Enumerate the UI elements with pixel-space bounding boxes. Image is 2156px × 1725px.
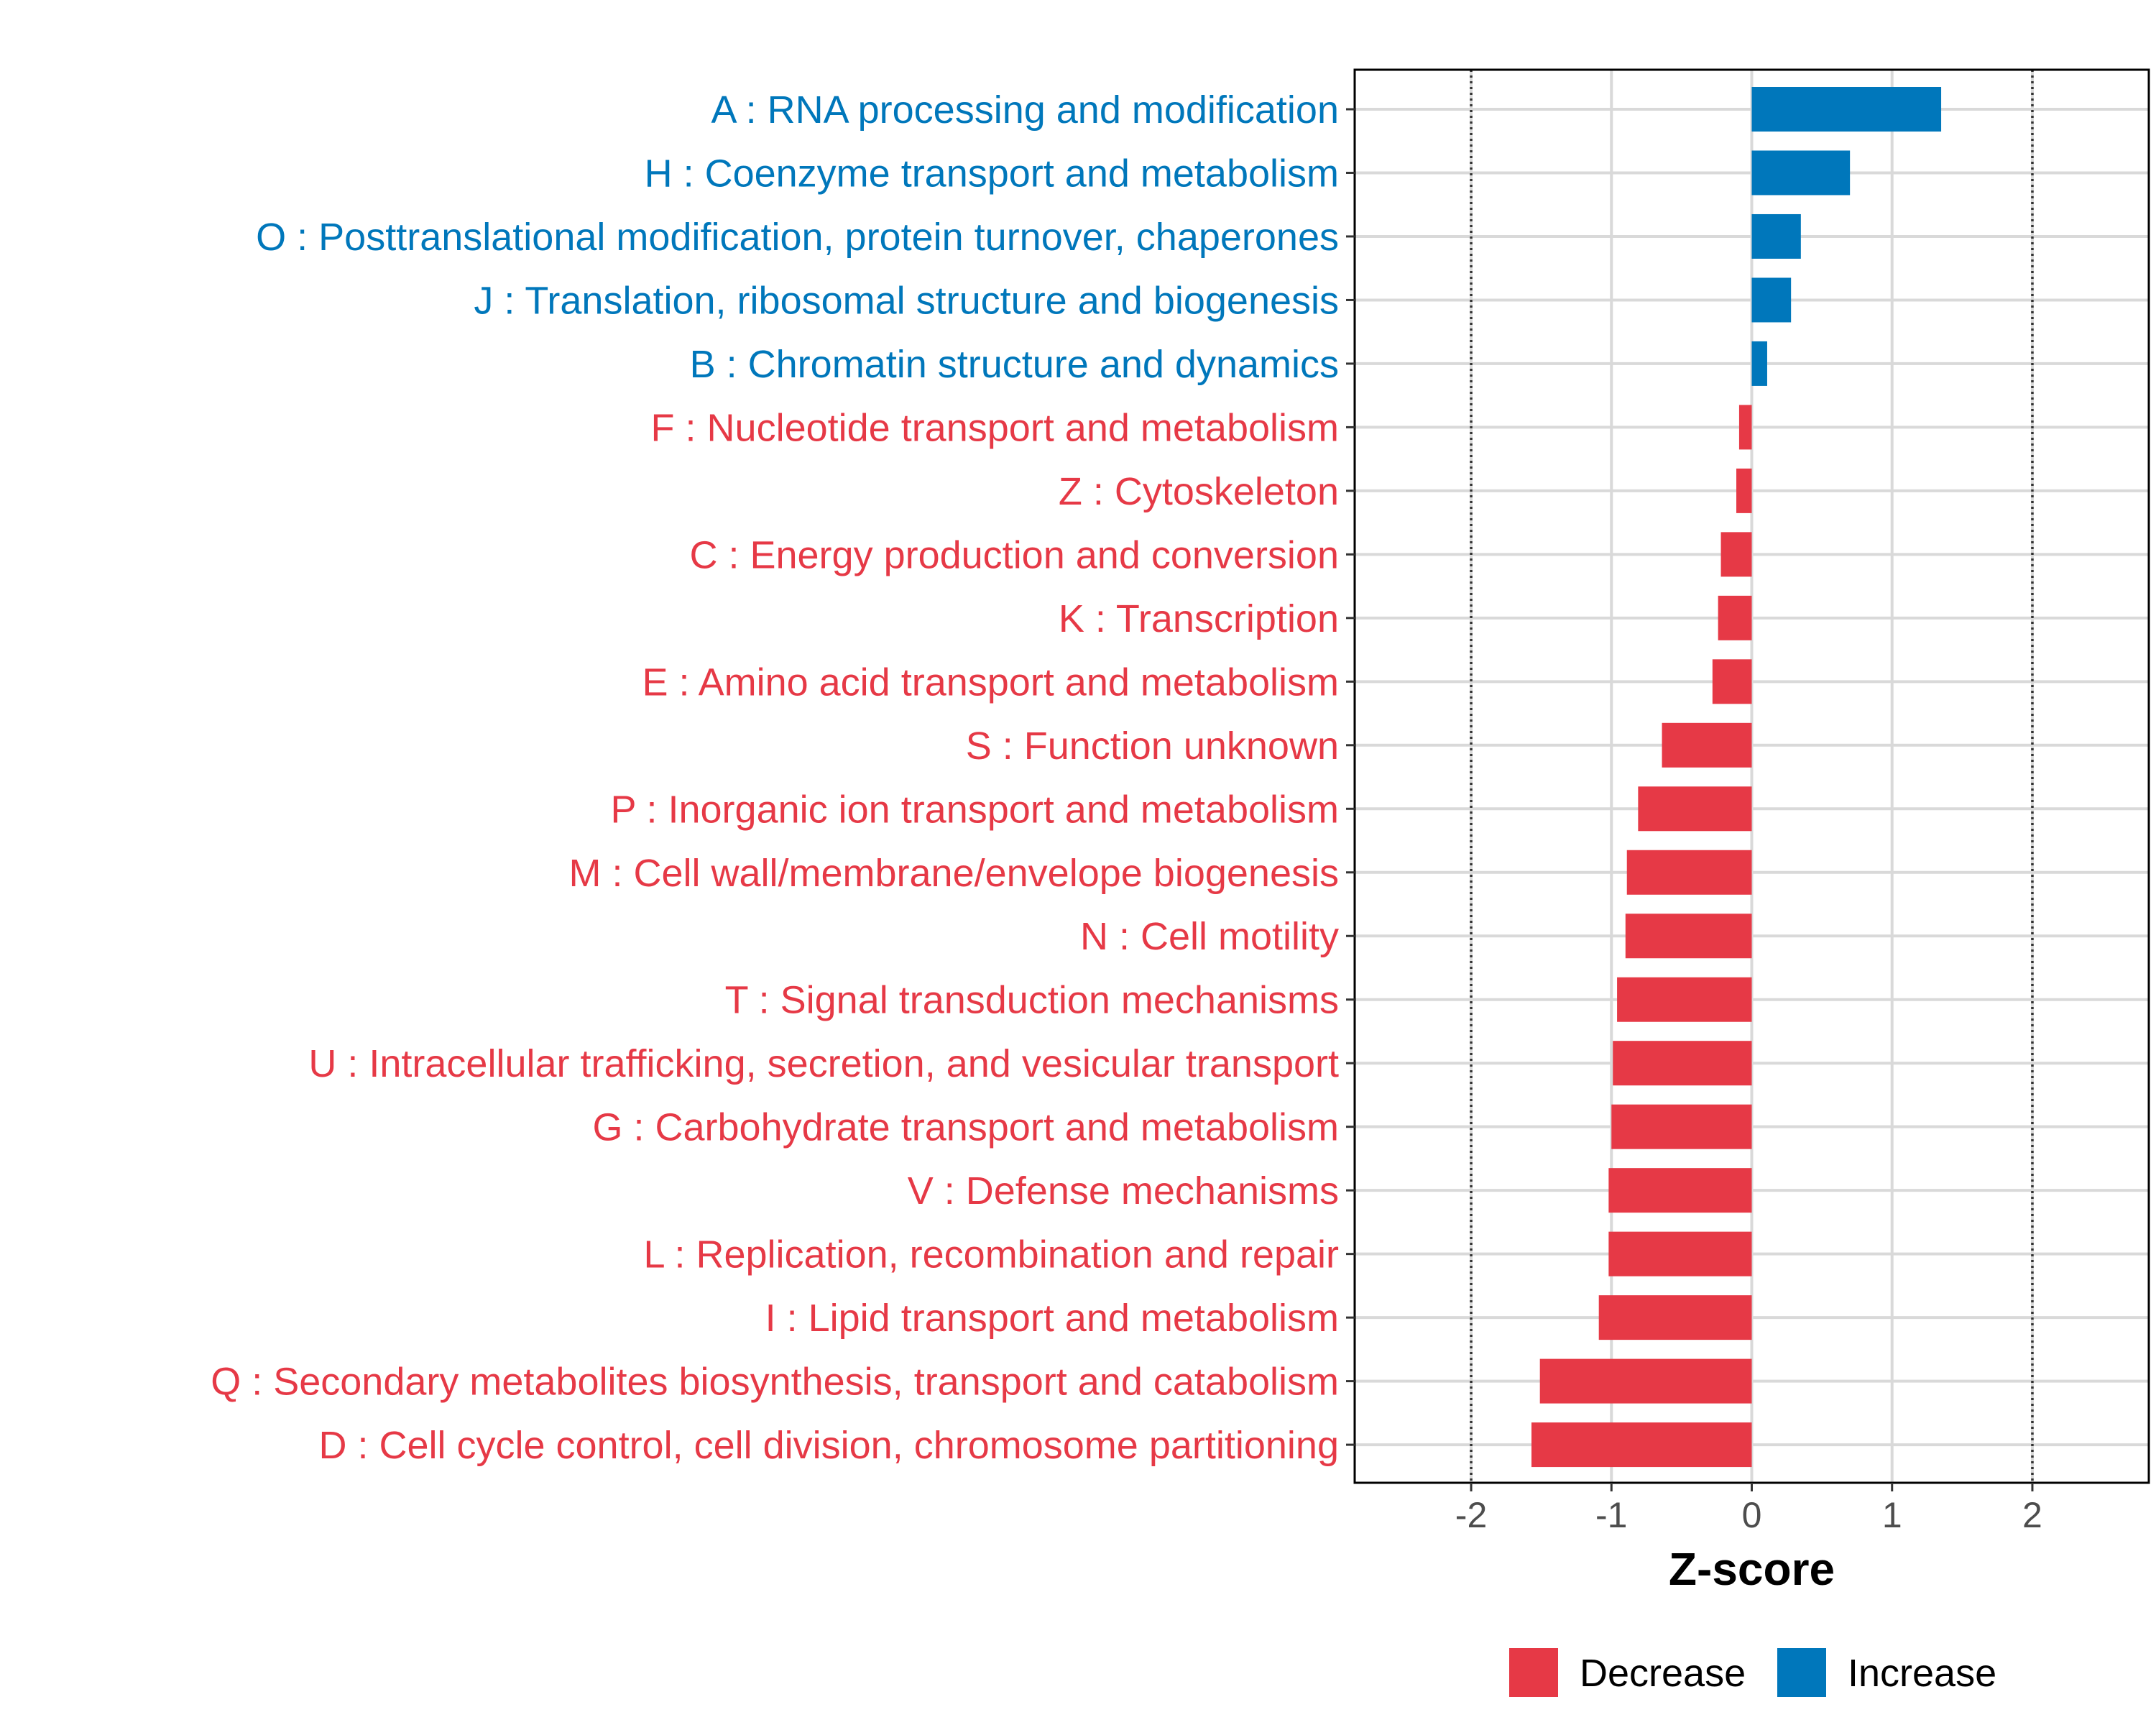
category-label: C : Energy production and conversion (689, 533, 1339, 576)
category-label: O : Posttranslational modification, prot… (256, 216, 1339, 259)
bar-n (1625, 914, 1752, 959)
bar-p (1638, 786, 1752, 832)
bar-d (1531, 1422, 1752, 1468)
bar-q (1539, 1358, 1752, 1404)
bar-l (1608, 1231, 1752, 1276)
category-label: S : Function unknown (966, 724, 1339, 768)
category-label: Z : Cytoskeleton (1059, 470, 1339, 513)
bar-k (1718, 595, 1752, 640)
category-label: B : Chromatin structure and dynamics (690, 343, 1339, 386)
category-label: T : Signal transduction mechanisms (725, 979, 1339, 1022)
x-tick-label: -2 (1455, 1495, 1487, 1535)
category-label: D : Cell cycle control, cell division, c… (318, 1424, 1339, 1467)
category-label: N : Cell motility (1080, 915, 1339, 958)
bar-v (1608, 1168, 1752, 1213)
x-axis-title: Z-score (1669, 1543, 1835, 1595)
bar-z (1736, 468, 1752, 513)
bar-s (1662, 722, 1752, 768)
category-label: J : Translation, ribosomal structure and… (474, 279, 1339, 322)
y-axis: A : RNA processing and modification H : C… (211, 88, 1355, 1467)
bar-u (1613, 1041, 1752, 1086)
bar-t (1617, 977, 1752, 1022)
category-label: K : Transcription (1059, 597, 1339, 640)
category-label: F : Nucleotide transport and metabolism (651, 406, 1339, 449)
legend: Decrease Increase (1509, 1648, 1996, 1697)
category-label: V : Defense mechanisms (908, 1169, 1339, 1213)
legend-swatch-increase (1777, 1648, 1826, 1697)
legend-label-decrease: Decrease (1580, 1652, 1746, 1695)
x-tick-label: 1 (1882, 1495, 1902, 1535)
category-label: I : Lipid transport and metabolism (765, 1297, 1339, 1340)
bar-h (1751, 150, 1851, 196)
legend-swatch-decrease (1509, 1648, 1558, 1697)
bars-layer (1531, 87, 1942, 1468)
category-label: A : RNA processing and modification (711, 88, 1339, 132)
bar-c (1720, 532, 1752, 577)
x-tick-label: 2 (2022, 1495, 2042, 1535)
category-label: L : Replication, recombination and repai… (643, 1233, 1339, 1276)
category-label: E : Amino acid transport and metabolism (642, 661, 1339, 704)
category-label: U : Intracellular trafficking, secretion… (308, 1042, 1339, 1085)
legend-label-increase: Increase (1848, 1652, 1996, 1695)
bar-f (1738, 405, 1752, 450)
x-tick-label: 0 (1742, 1495, 1762, 1535)
bar-o (1751, 213, 1801, 259)
bar-b (1751, 341, 1767, 386)
category-label: G : Carbohydrate transport and metabolis… (593, 1106, 1340, 1149)
x-tick-label: -1 (1595, 1495, 1627, 1535)
category-label: P : Inorganic ion transport and metaboli… (610, 788, 1339, 831)
category-label: H : Coenzyme transport and metabolism (645, 152, 1339, 195)
bar-a (1751, 87, 1942, 132)
x-axis: -2 -1 0 1 2 (1455, 1483, 2042, 1535)
bar-g (1611, 1104, 1752, 1149)
category-label: M : Cell wall/membrane/envelope biogenes… (568, 852, 1339, 895)
category-label: Q : Secondary metabolites biosynthesis, … (211, 1361, 1339, 1404)
bar-j (1751, 277, 1792, 323)
bar-m (1626, 850, 1752, 895)
bar-i (1598, 1295, 1752, 1340)
bar-e (1712, 659, 1752, 704)
